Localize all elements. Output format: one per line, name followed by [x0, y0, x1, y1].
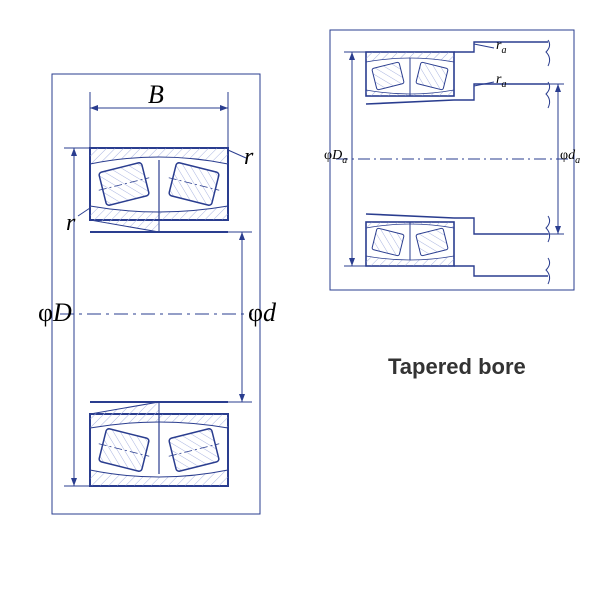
label-phid: φd — [248, 298, 276, 328]
diagram-canvas: B r r φD φd φDa φda ra ra Tapered bore — [0, 0, 600, 600]
technical-drawing — [0, 0, 600, 600]
label-ra-2: ra — [496, 72, 506, 90]
label-phiDa: φDa — [324, 148, 347, 166]
label-r-left: r — [66, 210, 75, 237]
left-view — [52, 74, 260, 514]
label-ra-1: ra — [496, 38, 506, 56]
label-r-top: r — [244, 144, 253, 171]
label-phida: φda — [560, 148, 580, 166]
right-view — [330, 30, 574, 290]
title-tapered-bore: Tapered bore — [388, 354, 526, 380]
label-phiD: φD — [38, 298, 72, 328]
label-B: B — [148, 80, 164, 110]
